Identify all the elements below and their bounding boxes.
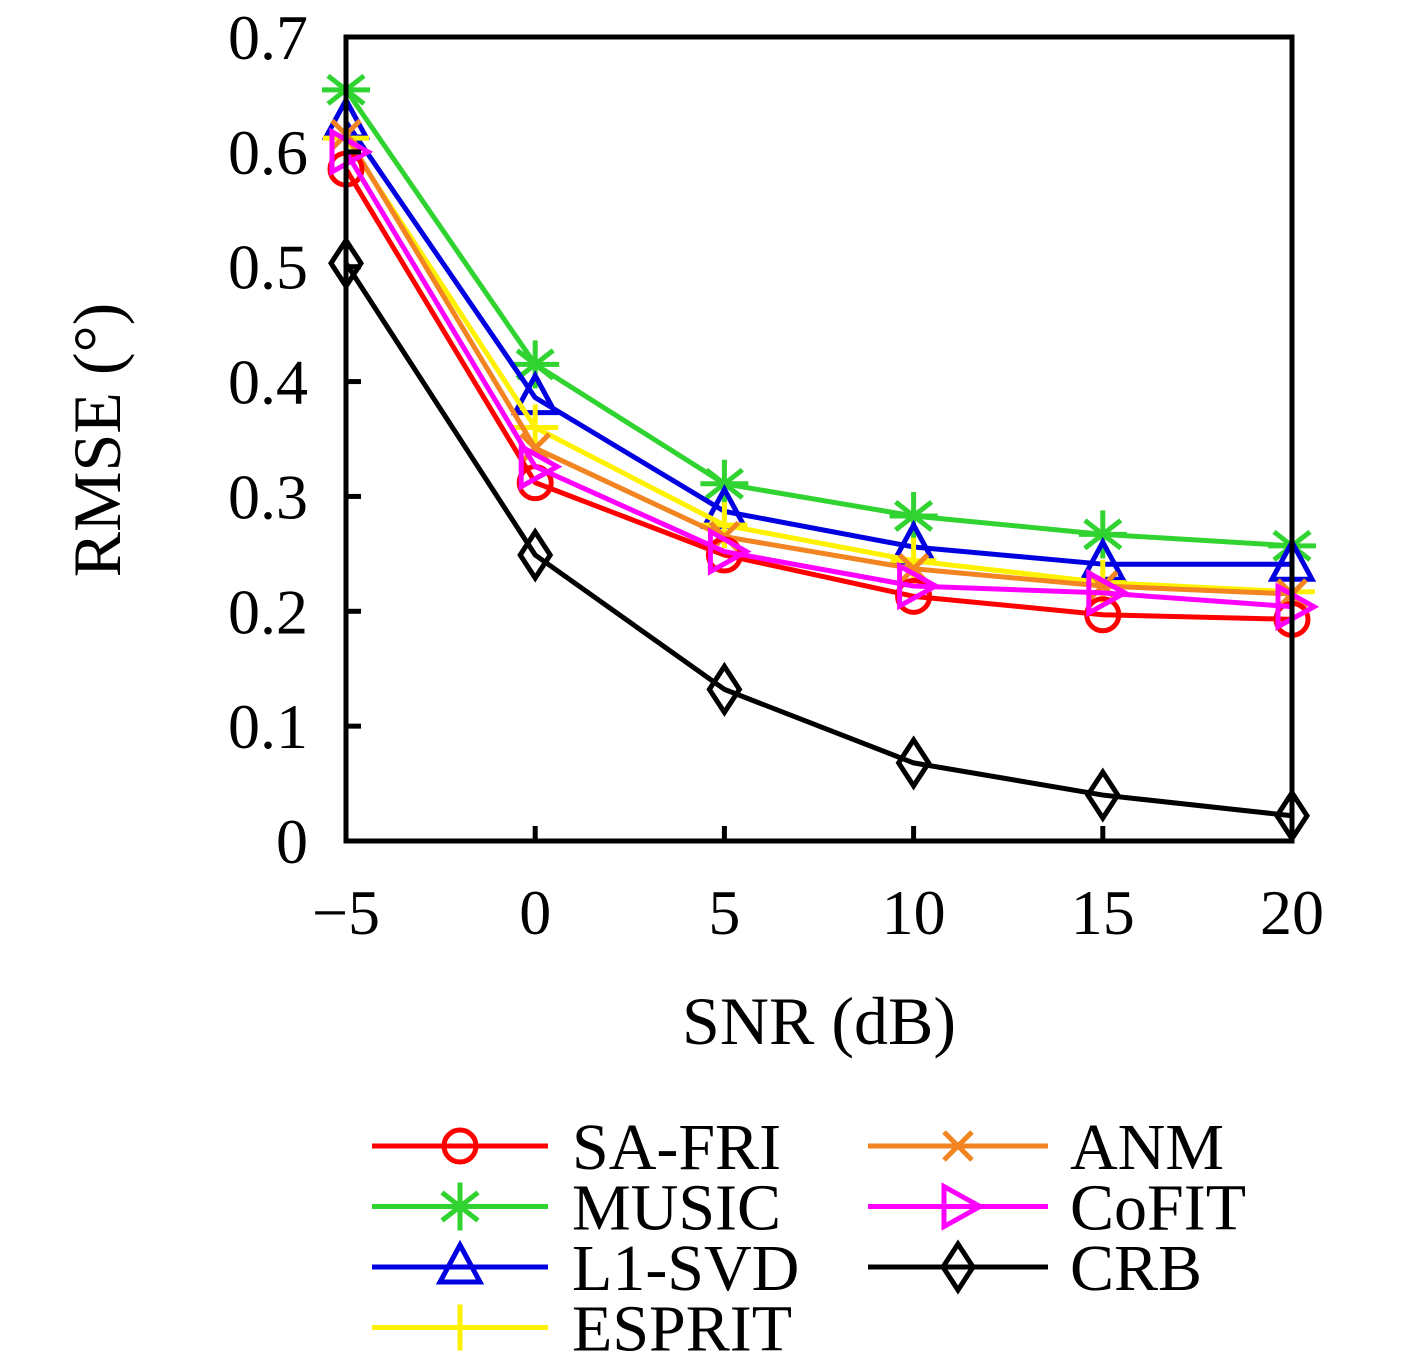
- legend-item-cofit: CoFIT: [868, 1172, 1246, 1245]
- series-lines: [321, 65, 1320, 844]
- y-tick-label: 0.7: [228, 2, 308, 73]
- y-axis-ticks: 0 0.1 0.2 0.3 0.4 0.5 0.6 0.7: [228, 2, 361, 877]
- series-line: [343, 120, 1292, 567]
- y-tick-label: 0: [276, 806, 308, 877]
- marker-x: [1087, 570, 1119, 602]
- series-line: [343, 88, 1293, 549]
- series-line: [343, 261, 1293, 819]
- x-tick-label: 20: [1260, 877, 1324, 948]
- marker-x: [942, 1130, 974, 1162]
- series-cofit: [329, 127, 1320, 631]
- marker-diamond: [940, 1239, 976, 1295]
- legend-label: CRB: [1070, 1232, 1202, 1305]
- x-tick-label: 10: [882, 877, 946, 948]
- marker-star: [894, 499, 934, 532]
- series-line: [343, 167, 1293, 622]
- y-tick-label: 0.5: [228, 232, 308, 303]
- marker-triangle-up: [435, 1239, 485, 1285]
- marker-diamond: [895, 735, 932, 791]
- y-tick-label: 0.4: [228, 347, 308, 418]
- series-music: [322, 65, 1316, 570]
- legend-item-crb: CRB: [868, 1232, 1202, 1305]
- marker-star: [515, 348, 555, 381]
- series-crb: [328, 235, 1310, 844]
- legend-label: ESPRIT: [572, 1293, 792, 1366]
- marker-triangle-right: [897, 561, 941, 611]
- series-line: [343, 133, 1293, 597]
- marker-diamond: [706, 661, 743, 717]
- plot-border: [343, 34, 1295, 844]
- legend-item-anm: ANM: [868, 1111, 1224, 1184]
- marker-x: [897, 553, 930, 585]
- x-axis-title: SNR (dB): [682, 983, 956, 1059]
- marker-triangle-right: [941, 1182, 986, 1231]
- x-tick-label: 15: [1071, 877, 1135, 948]
- legend-label: L1-SVD: [572, 1232, 799, 1305]
- series-line: [343, 150, 1293, 610]
- x-tick-label: −5: [312, 877, 380, 948]
- legend-label: SA-FRI: [572, 1111, 781, 1184]
- marker-star: [440, 1190, 480, 1223]
- legend-item-sa-fri: SA-FRI: [372, 1111, 781, 1184]
- x-tick-label: 5: [708, 877, 740, 948]
- legend-item-l1-svd: L1-SVD: [372, 1232, 799, 1305]
- marker-star: [704, 467, 744, 500]
- y-tick-label: 0.3: [228, 461, 308, 532]
- y-tick-label: 0.2: [228, 576, 308, 647]
- marker-triangle-right: [329, 127, 374, 177]
- series-l1-svd: [321, 94, 1317, 582]
- marker-diamond: [517, 527, 554, 583]
- marker-triangle-right: [518, 442, 563, 491]
- marker-triangle-right: [1086, 568, 1130, 618]
- legend-item-esprit: ESPRIT: [372, 1293, 792, 1366]
- legend-label: ANM: [1070, 1111, 1224, 1184]
- marker-star: [1083, 518, 1123, 551]
- marker-triangle-right: [1275, 582, 1320, 631]
- marker-triangle-right: [707, 527, 752, 576]
- y-tick-label: 0.1: [228, 691, 308, 762]
- y-tick-label: 0.6: [228, 117, 308, 188]
- marker-circle: [441, 1127, 479, 1165]
- marker-x: [519, 432, 551, 464]
- x-tick-label: 0: [519, 877, 551, 948]
- marker-diamond: [1084, 767, 1121, 823]
- x-axis-ticks: −5 0 5 10 15 20: [312, 826, 1324, 948]
- legend-label: MUSIC: [572, 1172, 781, 1245]
- series-line: [343, 136, 1293, 595]
- legend-label: CoFIT: [1070, 1172, 1246, 1245]
- legend-item-music: MUSIC: [372, 1172, 781, 1245]
- series-anm: [330, 118, 1308, 610]
- y-axis-title: RMSE (°): [59, 303, 135, 578]
